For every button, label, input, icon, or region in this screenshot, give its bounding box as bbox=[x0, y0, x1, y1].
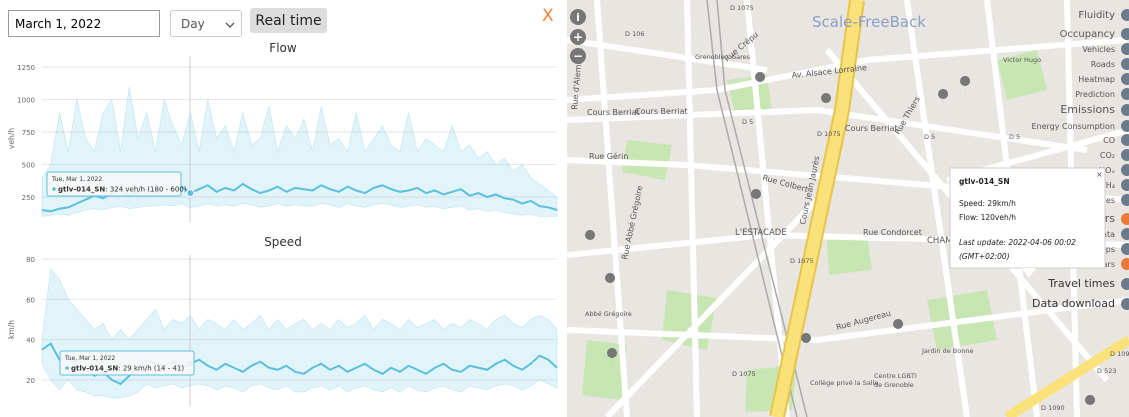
y-tick-label: 20 bbox=[26, 377, 35, 385]
tooltip-date: Tue, Mar 1, 2022 bbox=[51, 176, 102, 183]
real-time-button[interactable]: Real time bbox=[250, 8, 327, 33]
menu-item[interactable]: Fluidity bbox=[1078, 10, 1115, 21]
range-band bbox=[42, 87, 557, 217]
zoom-controls: i + − bbox=[570, 9, 586, 64]
app: Flow veh/h 250 500 750 1000 1250 Tue, Mar 1, 20… bbox=[0, 0, 1129, 417]
tooltip-series: gtlv-014_SN bbox=[58, 186, 105, 194]
tooltip-dot bbox=[65, 366, 69, 370]
info-label: i bbox=[576, 11, 580, 24]
map-label: Collège privé la Salle bbox=[810, 379, 878, 387]
range-band bbox=[42, 269, 557, 398]
logo: Scale-FreeBack bbox=[812, 13, 926, 31]
menu-item[interactable]: Emissions bbox=[1060, 103, 1115, 116]
close-button[interactable]: X bbox=[542, 6, 554, 26]
menu-item[interactable]: Energy Consumption bbox=[1031, 122, 1115, 131]
map-label: Abbé Grégoire bbox=[585, 310, 632, 318]
map-label: D 1075 bbox=[732, 370, 756, 378]
map-label: Rue Gérin bbox=[589, 151, 628, 161]
y-tick-label: 60 bbox=[26, 296, 35, 304]
map-label: D 106 bbox=[625, 30, 644, 38]
popup-tz: (GMT+02:00) bbox=[959, 252, 1010, 261]
menu-item[interactable]: Prediction bbox=[1075, 90, 1115, 99]
menu-item[interactable]: CO₂ bbox=[1100, 151, 1115, 160]
tooltip-dot bbox=[52, 187, 56, 191]
zoom-out-label: − bbox=[573, 49, 583, 63]
menu-item[interactable]: CO bbox=[1103, 136, 1115, 145]
chevron bbox=[225, 21, 235, 29]
map-label: Centre LGBTI bbox=[874, 372, 917, 380]
zoom-in-label: + bbox=[573, 30, 583, 44]
map-label: D 1090 bbox=[1041, 404, 1065, 412]
period-select[interactable]: Day bbox=[170, 10, 242, 37]
map-label: Jardin de Bonne bbox=[921, 347, 973, 355]
tooltip-date: Tue, Mar 1, 2022 bbox=[64, 355, 115, 362]
chart-title: Speed bbox=[264, 235, 302, 249]
tooltip-value: gtlv-014_SN: 324 veh/h (180 - 600) bbox=[58, 186, 187, 194]
menu-item[interactable]: Occupancy bbox=[1060, 29, 1116, 40]
popup-flow: Flow: 120veh/h bbox=[959, 213, 1016, 222]
popup-speed: Speed: 29km/h bbox=[959, 199, 1016, 208]
map[interactable]: D 106 D 1075 Grenoble - Gares Av. Alsace… bbox=[567, 0, 1129, 417]
map-label: D 5 bbox=[924, 133, 935, 141]
menu-item[interactable]: Vehicles bbox=[1082, 45, 1115, 54]
y-tick-label: 80 bbox=[26, 256, 35, 264]
map-label: Cours Berriat bbox=[635, 107, 688, 116]
popup-close[interactable]: × bbox=[1096, 170, 1103, 179]
y-tick-label: 250 bbox=[22, 194, 35, 202]
period-value: Day bbox=[181, 17, 205, 31]
popup-update: Last update: 2022-04-06 00:02 bbox=[959, 238, 1076, 247]
y-axis-label: km/h bbox=[7, 320, 16, 339]
charts-panel: Flow veh/h 250 500 750 1000 1250 Tue, Mar 1, 20… bbox=[0, 0, 567, 417]
chart-title: Flow bbox=[269, 41, 297, 55]
popup: gtlv-014_SN × Speed: 29km/h Flow: 120veh… bbox=[950, 168, 1105, 278]
tooltip-value: gtlv-014_SN: 29 km/h (14 - 41) bbox=[71, 365, 184, 373]
y-tick-label: 500 bbox=[22, 162, 35, 170]
map-label: Rue Condorcet bbox=[863, 228, 922, 237]
hover-point bbox=[187, 190, 194, 197]
map-label: D 1075 bbox=[730, 4, 754, 12]
map-label: Victor Hugo bbox=[1003, 56, 1041, 64]
map-label: D 523 bbox=[1097, 367, 1116, 375]
tooltip-series: gtlv-014_SN bbox=[71, 365, 118, 373]
map-label: Cours Berriat bbox=[587, 108, 640, 117]
map-label: D 5 bbox=[742, 118, 753, 126]
menu-item[interactable]: Data download bbox=[1032, 297, 1115, 310]
map-label: D 1075 bbox=[817, 130, 841, 138]
y-tick-label: 40 bbox=[26, 337, 35, 345]
y-tick-label: 750 bbox=[22, 129, 35, 137]
y-tick-label: 1000 bbox=[17, 97, 35, 105]
map-label: D 1075 bbox=[790, 257, 814, 265]
y-tick-label: 1250 bbox=[17, 64, 35, 72]
menu-item[interactable]: Travel times bbox=[1047, 277, 1115, 290]
map-label: de Grenoble bbox=[874, 381, 914, 389]
map-label: D 1090 bbox=[1110, 350, 1129, 358]
tooltip-text: : 324 veh/h (180 - 600) bbox=[105, 186, 187, 194]
menu-item[interactable]: Roads bbox=[1091, 60, 1115, 69]
map-label: L'ESTACADE bbox=[735, 228, 787, 238]
popup-title: gtlv-014_SN bbox=[959, 177, 1010, 186]
menu-item[interactable]: Heatmap bbox=[1078, 75, 1115, 84]
tooltip-text: : 29 km/h (14 - 41) bbox=[118, 365, 184, 373]
y-axis-label: veh/h bbox=[7, 128, 16, 149]
map-label: D 5 bbox=[1009, 133, 1020, 141]
date-input[interactable]: March 1, 2022 bbox=[8, 10, 160, 37]
map-label: Cours Berriat bbox=[845, 124, 898, 133]
